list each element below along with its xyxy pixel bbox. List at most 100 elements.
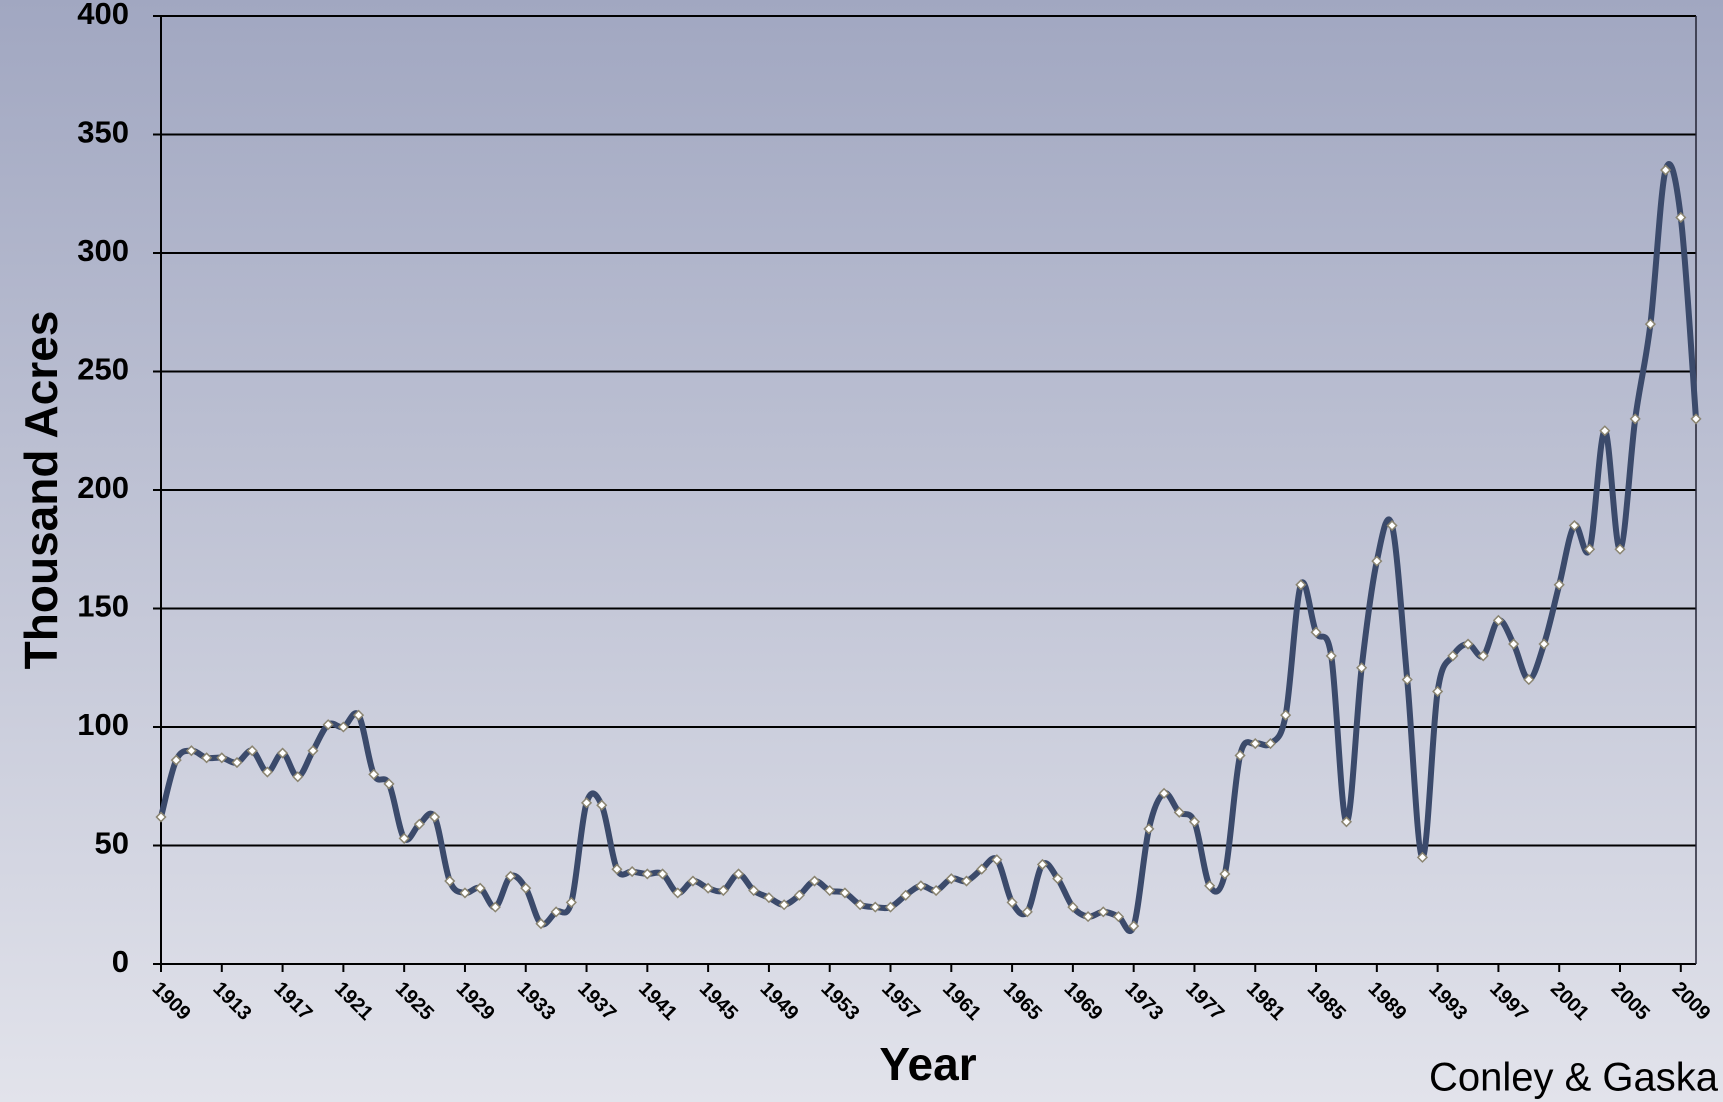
data-point xyxy=(1508,638,1520,650)
data-point xyxy=(1188,816,1201,828)
data-point xyxy=(626,866,638,878)
data-point xyxy=(596,799,608,811)
data-point xyxy=(976,863,988,875)
data-point xyxy=(1538,638,1550,650)
data-point xyxy=(307,745,319,757)
data-point xyxy=(580,797,593,809)
data-point xyxy=(1219,868,1231,880)
data-point xyxy=(1416,851,1429,863)
y-tick-label: 200 xyxy=(77,470,129,505)
data-point xyxy=(1432,685,1444,698)
data-point xyxy=(611,863,623,875)
y-tick-label: 50 xyxy=(95,826,129,861)
data-point xyxy=(824,884,836,897)
data-point xyxy=(565,896,577,908)
data-point xyxy=(535,918,547,930)
data-point xyxy=(261,766,273,778)
data-point xyxy=(1264,738,1277,750)
y-tick-label: 400 xyxy=(77,0,129,31)
data-point xyxy=(945,873,957,885)
y-tick-label: 150 xyxy=(77,589,129,624)
data-point xyxy=(504,870,517,882)
data-point xyxy=(1340,816,1353,828)
y-tick-label: 300 xyxy=(77,233,129,268)
data-point xyxy=(960,875,973,887)
data-point xyxy=(368,768,380,780)
data-point xyxy=(383,778,395,790)
data-point xyxy=(1584,543,1596,555)
data-point xyxy=(1644,318,1656,330)
data-point xyxy=(1401,674,1413,686)
data-point xyxy=(1036,858,1049,871)
data-point xyxy=(1295,579,1307,591)
data-point xyxy=(444,875,456,887)
data-point xyxy=(748,884,760,897)
y-axis-title: Thousand Acres xyxy=(15,311,67,670)
data-point xyxy=(1097,906,1109,918)
data-point xyxy=(1599,425,1611,437)
x-axis-title: Year xyxy=(879,1038,976,1090)
data-point xyxy=(1629,413,1641,425)
data-point xyxy=(1660,164,1672,176)
data-point xyxy=(1675,211,1687,224)
data-point xyxy=(1128,920,1140,932)
data-point xyxy=(413,818,425,830)
data-point xyxy=(231,756,243,769)
data-point xyxy=(292,771,304,783)
data-point xyxy=(930,884,942,897)
data-point xyxy=(732,868,745,880)
data-point xyxy=(1006,896,1018,908)
data-point xyxy=(1568,519,1580,532)
data-point xyxy=(1325,650,1337,662)
data-point xyxy=(641,868,653,880)
data-point xyxy=(1447,650,1459,662)
data-point xyxy=(1386,519,1398,532)
data-point xyxy=(155,811,167,823)
data-point xyxy=(185,745,197,757)
data-point xyxy=(246,745,258,757)
data-point xyxy=(1477,650,1489,662)
data-point xyxy=(1462,638,1474,650)
data-point xyxy=(1356,662,1368,674)
y-tick-label: 100 xyxy=(77,707,129,742)
data-point xyxy=(1173,806,1185,818)
y-tick-label: 350 xyxy=(77,115,129,150)
data-point xyxy=(854,899,866,911)
data-point xyxy=(1690,413,1702,425)
data-point xyxy=(672,887,684,899)
data-point xyxy=(991,854,1003,866)
data-point xyxy=(687,875,699,887)
y-tick-label: 250 xyxy=(77,352,129,387)
data-point xyxy=(216,752,228,764)
data-point xyxy=(1371,555,1383,567)
data-point xyxy=(474,882,486,894)
data-point xyxy=(1553,579,1565,591)
data-point xyxy=(1052,873,1064,885)
data-point xyxy=(717,884,729,897)
data-point xyxy=(1310,626,1322,638)
data-point xyxy=(884,901,897,913)
data-point xyxy=(459,887,471,899)
data-point xyxy=(793,889,805,901)
data-point xyxy=(1158,787,1170,799)
data-point xyxy=(1249,738,1261,750)
data-point xyxy=(201,752,213,764)
data-point xyxy=(656,868,669,880)
data-point xyxy=(915,880,927,892)
data-point xyxy=(1614,543,1626,555)
data-point xyxy=(1082,911,1094,923)
data-point xyxy=(1280,709,1292,721)
data-point xyxy=(429,811,441,823)
data-point xyxy=(778,899,790,911)
data-point xyxy=(1523,674,1535,686)
data-point xyxy=(489,901,501,913)
data-point xyxy=(170,754,182,766)
data-point xyxy=(1204,880,1216,892)
credit: Conley & Gaska xyxy=(1429,1056,1719,1100)
data-point xyxy=(1067,901,1079,913)
data-point xyxy=(322,719,334,731)
data-point xyxy=(277,747,289,759)
